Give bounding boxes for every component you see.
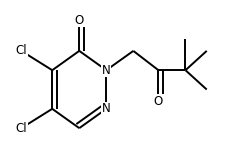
Text: O: O bbox=[74, 14, 84, 26]
Text: O: O bbox=[153, 95, 162, 108]
Text: N: N bbox=[101, 64, 110, 77]
Text: Cl: Cl bbox=[16, 44, 27, 57]
Text: N: N bbox=[101, 102, 110, 115]
Text: Cl: Cl bbox=[16, 122, 27, 135]
